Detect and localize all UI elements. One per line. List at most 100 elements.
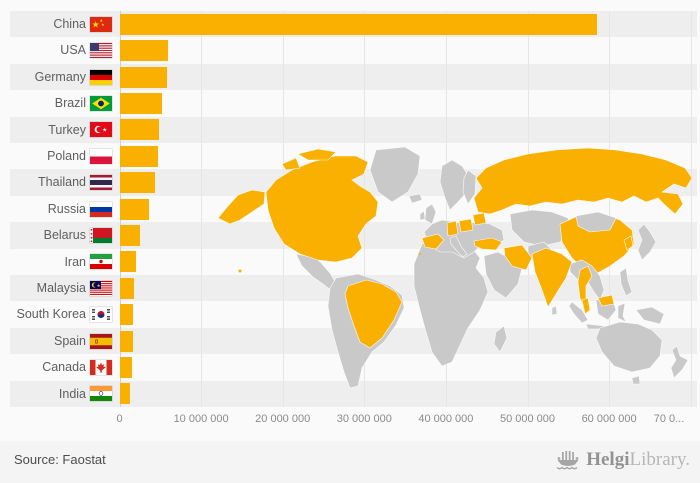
flag-kr-icon [90, 307, 112, 323]
map-iceland [408, 193, 423, 204]
helgi-ship-icon [556, 451, 579, 470]
flag-in-icon [90, 386, 112, 402]
row-label-in: India [58, 386, 86, 401]
bar-ir[interactable] [120, 251, 137, 273]
map-spain [421, 233, 445, 250]
brand-name-bold: Helgi [586, 449, 630, 470]
map-iran [503, 244, 533, 271]
map-australia [595, 321, 663, 373]
flag-es-icon [90, 333, 112, 349]
flag-us-icon [90, 43, 112, 59]
svg-text:★: ★ [101, 22, 105, 27]
map-sumatra [568, 301, 589, 324]
map-belarus [472, 212, 487, 226]
map-turkey [473, 237, 503, 251]
gridline [527, 11, 529, 407]
map-germany [446, 220, 459, 237]
bar-es[interactable] [120, 330, 133, 352]
source-caption: Source: Faostat [14, 452, 106, 467]
chart-footer: Source: Faostat HelgiLibrary. [0, 441, 700, 483]
map-tasmania [631, 375, 641, 385]
map-new-guinea [635, 306, 665, 325]
map-europe [423, 219, 505, 259]
flag-pl-icon [90, 148, 112, 164]
map-india [531, 247, 573, 308]
row-band [10, 63, 697, 91]
map-madagascar [493, 325, 508, 353]
map-africa [413, 239, 489, 367]
svg-text:★: ★ [92, 19, 100, 29]
flag-th-icon [90, 175, 112, 191]
bar-de[interactable] [120, 66, 167, 88]
bar-pl[interactable] [120, 145, 158, 167]
row-label-by: Belarus [43, 228, 86, 243]
row-label-us: USA [60, 43, 86, 58]
row-label-br: Brazil [54, 96, 86, 111]
x-axis-tick: 60 000 000 [581, 413, 637, 425]
gridline [609, 11, 611, 407]
x-axis-tick: 70 0... [653, 413, 685, 425]
bar-us[interactable] [120, 40, 169, 62]
row-label-de: Germany [34, 69, 86, 84]
world-map[interactable] [180, 140, 700, 420]
flag-cn-icon: ★ ★ ★ [90, 16, 112, 32]
bar-in[interactable] [120, 383, 130, 405]
map-alaska [217, 189, 266, 225]
flag-my-icon: ★ [90, 280, 112, 296]
flag-tr-icon: ★ [90, 122, 112, 138]
map-canadian-islands-2 [281, 157, 301, 171]
x-axis-tick: 10 000 000 [173, 413, 229, 425]
map-poland [458, 218, 474, 233]
brand-name-light: Library. [629, 449, 691, 470]
map-sulawesi [617, 302, 627, 323]
map-mongolia [575, 211, 617, 233]
x-axis-tick: 40 000 000 [418, 413, 474, 425]
map-japan [637, 223, 657, 261]
flag-de-icon [90, 69, 112, 85]
flag-ru-icon [90, 201, 112, 217]
bar-ru[interactable] [120, 198, 149, 220]
map-usa-canada [265, 155, 379, 263]
map-malaysia-peninsula [581, 297, 591, 315]
row-label-th: Thailand [38, 175, 86, 190]
bar-tr[interactable] [120, 119, 159, 141]
map-brazil [344, 279, 403, 349]
map-sri-lanka [551, 305, 558, 316]
bar-by[interactable] [120, 224, 140, 246]
map-scandinavia [439, 159, 471, 211]
map-italy [449, 235, 468, 258]
row-label-tr: Turkey [48, 122, 86, 137]
bar-my[interactable] [120, 277, 134, 299]
bar-cn[interactable] [120, 13, 597, 35]
flag-ir-icon [90, 254, 112, 270]
map-russia [473, 147, 693, 215]
x-axis-tick: 30 000 000 [336, 413, 392, 425]
svg-text:★: ★ [97, 282, 102, 287]
gridline [445, 11, 447, 407]
row-label-kr: South Korea [16, 307, 87, 322]
x-axis-tick: 0 [116, 413, 123, 425]
gridline [690, 11, 692, 407]
map-philippines [619, 267, 633, 297]
row-label-pl: Poland [47, 149, 86, 163]
map-uk [424, 203, 437, 225]
map-finland [462, 169, 477, 205]
bar-br[interactable] [120, 92, 163, 114]
svg-text:★: ★ [100, 18, 104, 23]
helgi-library-logo[interactable]: HelgiLibrary. [555, 449, 690, 471]
map-canadian-islands [297, 148, 337, 161]
x-axis-tick: 50 000 000 [499, 413, 556, 425]
map-ireland [419, 210, 426, 221]
row-label-ir: Iran [64, 254, 86, 269]
row-label-es: Spain [54, 333, 86, 348]
svg-text:★: ★ [102, 127, 107, 134]
bar-ca[interactable] [120, 356, 133, 378]
row-label-ru: Russia [47, 201, 86, 216]
bar-th[interactable] [120, 172, 155, 194]
row-label-ca: Canada [42, 360, 86, 375]
row-label-cn: China [53, 17, 86, 31]
bar-kr[interactable] [120, 304, 134, 326]
flag-br-icon [90, 95, 112, 111]
flag-ca-icon [90, 359, 112, 375]
